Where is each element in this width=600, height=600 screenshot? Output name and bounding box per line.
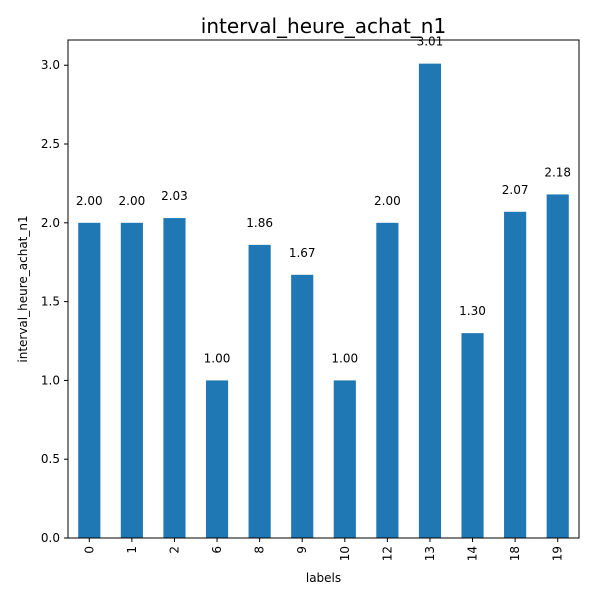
bar bbox=[78, 222, 101, 538]
x-tick-label: 8 bbox=[253, 546, 267, 554]
x-tick-label: 10 bbox=[338, 546, 352, 561]
data-label: 2.03 bbox=[161, 189, 188, 203]
x-tick-label: 2 bbox=[167, 546, 181, 554]
x-tick-label: 1 bbox=[125, 546, 139, 554]
y-tick-label: 0.5 bbox=[41, 452, 60, 466]
plot-frame bbox=[67, 39, 580, 539]
y-tick-label: 2.5 bbox=[41, 137, 60, 151]
bar bbox=[546, 194, 569, 538]
bar bbox=[248, 244, 271, 538]
x-tick-label: 9 bbox=[295, 546, 309, 554]
bar bbox=[461, 333, 484, 538]
y-tick-label: 3.0 bbox=[41, 58, 60, 72]
bar bbox=[376, 222, 399, 538]
data-label: 1.00 bbox=[331, 351, 358, 365]
y-tick-label: 1.0 bbox=[41, 373, 60, 387]
data-label: 1.30 bbox=[459, 304, 486, 318]
data-label: 1.86 bbox=[246, 216, 273, 230]
bar bbox=[333, 380, 356, 538]
data-label: 2.00 bbox=[374, 194, 401, 208]
x-tick-label: 0 bbox=[82, 546, 96, 554]
data-label: 2.00 bbox=[76, 194, 103, 208]
bar bbox=[504, 211, 527, 538]
y-tick-label: 1.5 bbox=[41, 295, 60, 309]
plot-area: 0.0 0.5 1.0 1.5 2.0 2.5 3.0 0 2.00 1 2.00 2 2.03 6 1.0… bbox=[41, 35, 571, 562]
bar bbox=[163, 218, 186, 538]
x-tick-label: 19 bbox=[551, 546, 565, 561]
chart-title: interval_heure_achat_n1 bbox=[201, 14, 446, 38]
x-tick-label: 13 bbox=[423, 546, 437, 561]
data-label: 2.07 bbox=[502, 183, 529, 197]
data-label: 2.00 bbox=[119, 194, 146, 208]
y-axis-label: interval_heure_achat_n1 bbox=[16, 215, 30, 362]
data-label: 3.01 bbox=[417, 35, 444, 49]
data-label: 1.67 bbox=[289, 246, 316, 260]
x-tick-label: 18 bbox=[508, 546, 522, 561]
x-tick-label: 12 bbox=[380, 546, 394, 561]
bar bbox=[291, 274, 314, 538]
bar bbox=[205, 380, 229, 538]
x-tick-label: 6 bbox=[210, 546, 224, 554]
bar bbox=[418, 63, 442, 538]
bar bbox=[120, 222, 143, 538]
x-axis-label: labels bbox=[306, 571, 341, 585]
data-label: 1.00 bbox=[204, 351, 231, 365]
y-tick-label: 2.0 bbox=[41, 216, 60, 230]
data-label: 2.18 bbox=[544, 165, 571, 179]
y-tick-label: 0.0 bbox=[41, 531, 60, 545]
x-tick-label: 14 bbox=[466, 546, 480, 561]
